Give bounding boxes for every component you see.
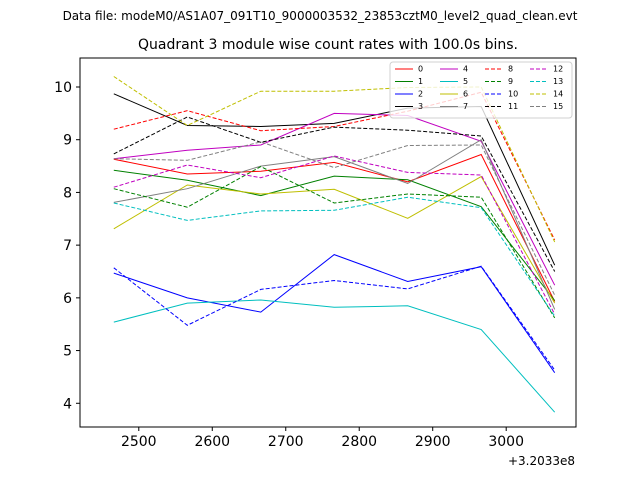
- legend-label-7: 7: [463, 102, 468, 111]
- x-tick-label: 3000: [488, 434, 524, 450]
- y-tick-label: 9: [63, 133, 72, 149]
- legend-label-1: 1: [418, 77, 423, 86]
- plot-area: [113, 76, 556, 413]
- series-line-10: [113, 265, 556, 371]
- legend-label-2: 2: [418, 90, 423, 99]
- series-line-11: [113, 116, 556, 272]
- legend-label-4: 4: [463, 65, 468, 74]
- series-line-8: [113, 91, 556, 241]
- legend-label-0: 0: [418, 65, 423, 74]
- legend-label-15: 15: [553, 102, 563, 111]
- series-line-9: [113, 166, 556, 319]
- series-line-14: [113, 76, 556, 243]
- legend-label-13: 13: [553, 77, 563, 86]
- series-line-0: [113, 153, 556, 302]
- series-line-4: [113, 112, 556, 286]
- legend-label-12: 12: [553, 65, 563, 74]
- series-line-2: [113, 254, 556, 373]
- series-line-5: [113, 299, 556, 413]
- series-line-15: [113, 141, 556, 296]
- x-tick-label: 2500: [121, 434, 157, 450]
- legend-label-14: 14: [553, 90, 563, 99]
- x-axis: 2500 2600 2700 2800 2900 3000: [121, 427, 524, 450]
- x-offset-label: +3.2033e8: [508, 454, 575, 468]
- x-tick-label: 2900: [415, 434, 451, 450]
- y-tick-label: 10: [54, 80, 72, 96]
- y-tick-label: 8: [63, 185, 72, 201]
- series-line-7: [113, 138, 556, 310]
- x-tick-label: 2600: [194, 434, 230, 450]
- x-tick-label: 2800: [341, 434, 377, 450]
- y-tick-label: 6: [63, 291, 72, 307]
- figure-suptitle: Data file: modeM0/AS1A07_091T10_90000035…: [63, 9, 578, 23]
- axes-frame: [79, 57, 577, 428]
- x-tick-label: 2700: [268, 434, 304, 450]
- legend-label-8: 8: [508, 65, 513, 74]
- legend-label-3: 3: [418, 102, 423, 111]
- y-tick-label: 5: [63, 344, 72, 360]
- series-line-13: [113, 196, 556, 317]
- legend-label-6: 6: [463, 90, 468, 99]
- legend-label-9: 9: [508, 77, 513, 86]
- legend-box: [389, 61, 573, 119]
- chart-title: Quadrant 3 module wise count rates with …: [138, 37, 518, 53]
- legend-label-11: 11: [508, 102, 518, 111]
- legend-label-10: 10: [508, 90, 518, 99]
- y-tick-label: 7: [63, 238, 72, 254]
- legend-label-5: 5: [463, 77, 468, 86]
- y-tick-label: 4: [63, 396, 72, 412]
- series-line-1: [113, 169, 556, 301]
- series-line-6: [113, 175, 556, 304]
- y-axis: 4 5 6 7 8 9 10: [54, 80, 80, 412]
